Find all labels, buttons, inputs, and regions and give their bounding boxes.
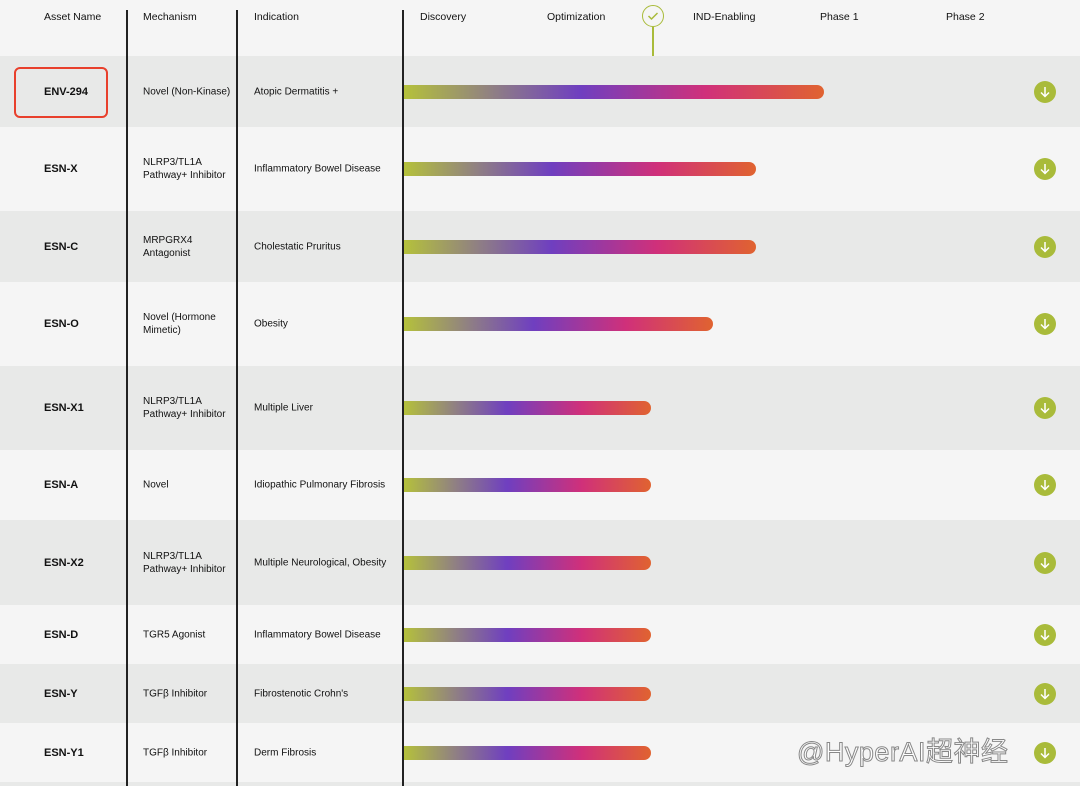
milestone-line [652, 27, 654, 56]
header-asset-name: Asset Name [44, 11, 102, 23]
milestone-check-icon [642, 5, 664, 27]
mechanism: NLRP3/TL1A Pathway+ Inhibitor [143, 157, 226, 181]
indication: Fibrostenotic Crohn's [254, 688, 349, 699]
progress-bar [403, 317, 713, 331]
progress-bar [403, 162, 756, 176]
expand-down-arrow-icon[interactable] [1034, 397, 1056, 419]
expand-down-arrow-icon[interactable] [1034, 313, 1056, 335]
indication: Inflammatory Bowel Disease [254, 629, 381, 640]
progress-bar [403, 555, 651, 570]
asset-name: ESN-X [44, 163, 78, 175]
indication: Atopic Dermatitis + [254, 86, 339, 97]
expand-down-arrow-icon[interactable] [1034, 623, 1056, 646]
asset-name: ESN-X2 [44, 556, 84, 569]
indication: Derm Fibrosis [254, 747, 317, 758]
indication: Multiple Liver [254, 402, 313, 414]
mechanism: TGFβ Inhibitor [143, 688, 208, 699]
asset-name: ESN-O [44, 318, 79, 330]
column-divider [236, 10, 238, 786]
mechanism: NLRP3/TL1A Pathway+ Inhibitor [143, 396, 226, 420]
asset-name: ESN-D [44, 628, 79, 641]
header-stage-optimization: Optimization [547, 11, 606, 23]
progress-bar [403, 84, 824, 99]
table-row: ESN-Y1 TGFβ Inhibitor Derm Fibrosis [0, 723, 1080, 782]
header-mechanism: Mechanism [143, 11, 197, 23]
asset-name: ESN-Y [44, 687, 78, 700]
indication: Obesity [254, 318, 288, 330]
expand-down-arrow-icon[interactable] [1034, 80, 1056, 103]
column-divider [126, 10, 128, 786]
expand-down-arrow-icon[interactable] [1034, 741, 1056, 764]
indication: Multiple Neurological, Obesity [254, 557, 387, 568]
next-row-edge [0, 782, 1080, 786]
table-row: ESN-X1 NLRP3/TL1A Pathway+ Inhibitor Mul… [0, 366, 1080, 450]
expand-down-arrow-icon[interactable] [1034, 474, 1056, 496]
table-row: ESN-Y TGFβ Inhibitor Fibrostenotic Crohn… [0, 664, 1080, 723]
mechanism: MRPGRX4 Antagonist [143, 234, 193, 259]
expand-down-arrow-icon[interactable] [1034, 235, 1056, 258]
mechanism: NLRP3/TL1A Pathway+ Inhibitor [143, 550, 226, 575]
column-divider [402, 10, 404, 786]
asset-name: ENV-294 [44, 85, 89, 98]
progress-bar [403, 401, 651, 415]
header-stage-discovery: Discovery [420, 11, 467, 23]
table-row: ESN-O Novel (Hormone Mimetic) Obesity [0, 282, 1080, 366]
table-row: ESN-X2 NLRP3/TL1A Pathway+ Inhibitor Mul… [0, 520, 1080, 605]
expand-down-arrow-icon[interactable] [1034, 551, 1056, 574]
header-stage-phase1: Phase 1 [820, 11, 859, 23]
indication: Idiopathic Pulmonary Fibrosis [254, 479, 386, 491]
progress-bar [403, 478, 651, 492]
progress-bar [403, 239, 756, 254]
asset-name: ESN-X1 [44, 402, 84, 414]
expand-down-arrow-icon[interactable] [1034, 158, 1056, 180]
progress-bar [403, 627, 651, 642]
mechanism: Novel (Hormone Mimetic) [143, 312, 216, 336]
table-row: ESN-D TGR5 Agonist Inflammatory Bowel Di… [0, 605, 1080, 664]
progress-bar [403, 745, 651, 760]
asset-name: ESN-C [44, 240, 79, 253]
table-row: ESN-X NLRP3/TL1A Pathway+ Inhibitor Infl… [0, 127, 1080, 211]
table-row: ESN-A Novel Idiopathic Pulmonary Fibrosi… [0, 450, 1080, 520]
table-header: Asset Name Mechanism Indication Discover… [0, 0, 1080, 56]
header-stage-ind-enabling: IND-Enabling [693, 11, 756, 23]
mechanism: Novel [143, 479, 169, 491]
indication: Inflammatory Bowel Disease [254, 163, 381, 175]
asset-name: ESN-Y1 [44, 746, 84, 759]
table-row: ESN-C MRPGRX4 Antagonist Cholestatic Pru… [0, 211, 1080, 282]
table-row: ENV-294 Novel (Non-Kinase) Atopic Dermat… [0, 56, 1080, 127]
watermark: @HyperAI超神经 [796, 737, 1009, 768]
mechanism: TGR5 Agonist [143, 629, 206, 640]
mechanism: Novel (Non-Kinase) [143, 86, 231, 97]
header-indication: Indication [254, 11, 299, 23]
highlight-box [14, 67, 108, 118]
indication: Cholestatic Pruritus [254, 241, 341, 252]
mechanism: TGFβ Inhibitor [143, 747, 208, 758]
asset-name: ESN-A [44, 479, 79, 491]
expand-down-arrow-icon[interactable] [1034, 682, 1056, 705]
progress-bar [403, 686, 651, 701]
header-stage-phase2: Phase 2 [946, 11, 985, 23]
